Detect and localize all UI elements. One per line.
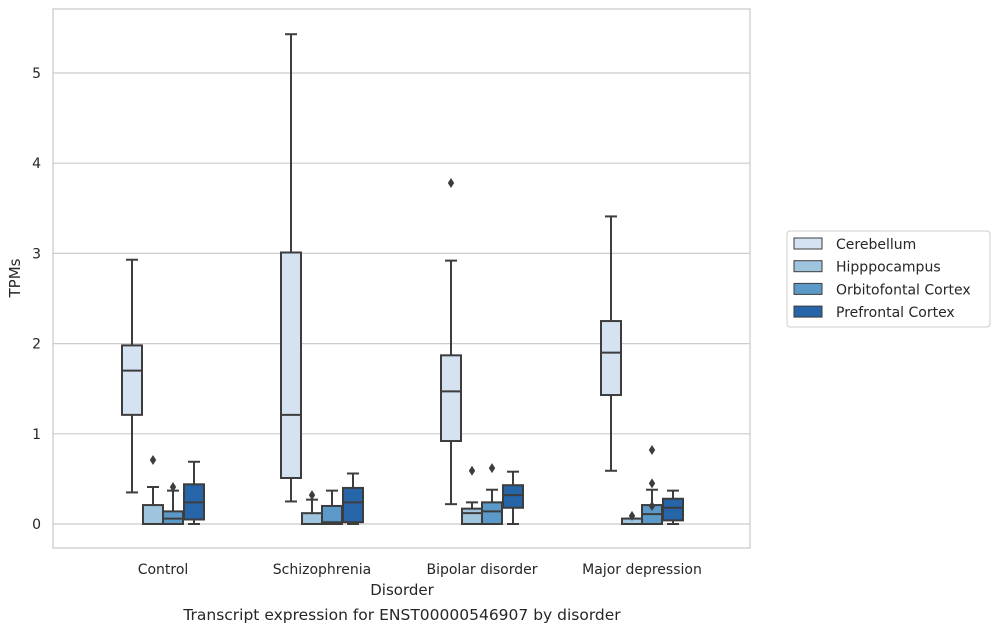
outlier-marker	[149, 454, 157, 465]
outlier-marker	[488, 463, 496, 474]
outlier-marker	[648, 500, 656, 511]
outlier-marker	[447, 178, 455, 189]
legend-frame	[786, 230, 991, 328]
grid-lines	[53, 72, 750, 525]
legend-swatch	[793, 305, 823, 318]
legend: Cerebellum Hipppocampus Orbitofontal Corte…	[786, 230, 991, 328]
x-tick-labels: Control Schizophrenia Bipolar disorder Majo…	[138, 562, 702, 578]
box-iqr	[301, 512, 323, 526]
y-axis-title: TPMs	[6, 258, 24, 298]
box-1-0	[142, 454, 164, 526]
box-0-3	[600, 215, 622, 472]
legend-swatch	[793, 282, 823, 295]
box-1-3	[621, 510, 643, 526]
box-iqr	[662, 497, 684, 522]
box-iqr	[121, 344, 143, 416]
legend-swatch	[793, 237, 823, 250]
box-2-2	[481, 463, 503, 525]
box-1-1	[301, 490, 323, 526]
box-groups	[121, 33, 684, 526]
legend-label: Cerebellum	[836, 237, 916, 253]
legend-label: Prefrontal Cortex	[836, 305, 955, 321]
x-tick-label: Bipolar disorder	[426, 562, 537, 578]
y-tick-label: 4	[32, 156, 41, 172]
outlier-marker	[648, 478, 656, 489]
box-iqr	[600, 320, 622, 397]
box-iqr	[280, 251, 302, 479]
chart-caption: Transcript expression for ENST0000054690…	[183, 606, 621, 624]
y-tick-labels: 0 1 2 3 4 5	[32, 66, 41, 533]
y-tick-label: 2	[32, 337, 41, 353]
box-iqr	[461, 507, 483, 525]
box-0-1	[280, 33, 302, 503]
outlier-marker	[308, 490, 316, 501]
box-2-3	[641, 445, 663, 526]
y-tick-label: 0	[32, 517, 41, 533]
legend-label: Hipppocampus	[836, 260, 941, 276]
outlier-marker	[628, 510, 636, 521]
legend-label: Orbitofontal Cortex	[836, 282, 971, 298]
y-tick-label: 5	[32, 66, 41, 82]
outlier-marker	[648, 445, 656, 456]
x-axis-title: Disorder	[370, 581, 434, 599]
box-2-0	[162, 482, 184, 526]
box-3-2	[502, 470, 524, 525]
legend-swatch	[793, 260, 823, 273]
outlier-marker	[468, 465, 476, 476]
x-tick-label: Control	[138, 562, 189, 578]
box-0-2	[440, 178, 462, 506]
box-2-1	[321, 489, 343, 525]
y-tick-label: 1	[32, 427, 41, 443]
box-1-2	[461, 465, 483, 525]
outlier-marker	[169, 482, 177, 493]
y-tick-label: 3	[32, 246, 41, 262]
box-0-0	[121, 258, 143, 494]
box-3-3	[662, 489, 684, 525]
box-iqr	[481, 501, 503, 525]
box-3-1	[342, 472, 364, 525]
box-iqr	[342, 486, 364, 524]
box-iqr	[142, 504, 164, 526]
x-tick-label: Schizophrenia	[273, 562, 371, 578]
box-iqr	[440, 354, 462, 443]
plot-frame	[52, 8, 751, 549]
x-tick-label: Major depression	[582, 562, 702, 578]
box-3-0	[183, 460, 205, 525]
box-iqr	[502, 484, 524, 509]
